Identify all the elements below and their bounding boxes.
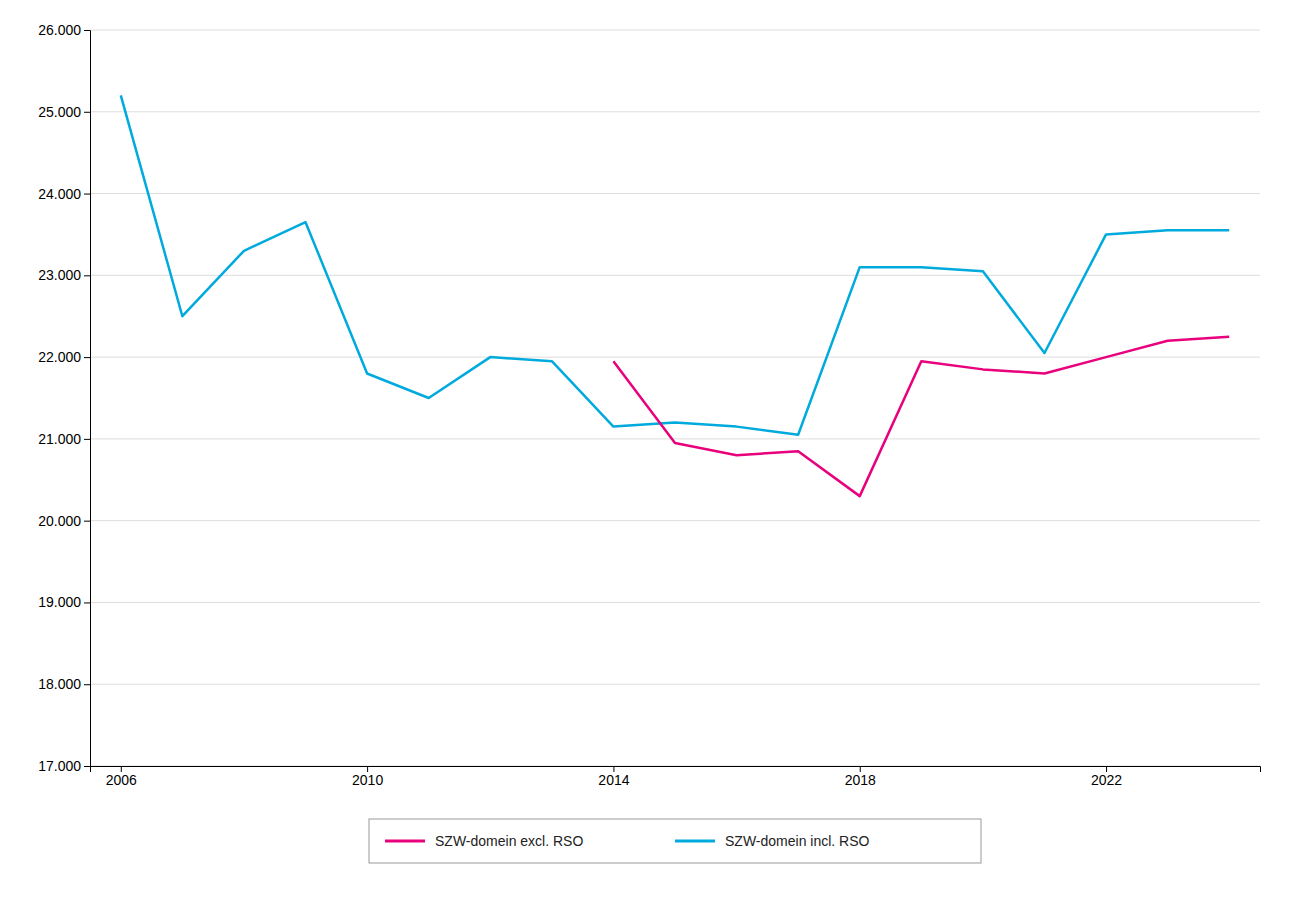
x-tick-label: 2010 — [352, 772, 383, 788]
legend-item: SZW-domein excl. RSO — [385, 833, 583, 849]
y-tick: 21.000 — [38, 431, 90, 447]
y-tick-mark — [84, 684, 90, 685]
y-tick: 22.000 — [38, 349, 90, 365]
y-tick-mark — [84, 30, 90, 31]
y-tick-mark — [84, 357, 90, 358]
legend-swatch — [385, 840, 425, 843]
y-tick: 17.000 — [38, 758, 90, 774]
series-line — [121, 95, 1229, 434]
legend: SZW-domein excl. RSO SZW-domein incl. RSO — [369, 819, 981, 863]
y-tick: 19.000 — [38, 594, 90, 610]
x-axis: 2006 2010 2014 2018 2022 — [91, 766, 1261, 788]
x-axis-line — [91, 767, 1261, 773]
y-tick-mark — [84, 766, 90, 767]
y-tick-label: 24.000 — [38, 186, 81, 202]
y-tick-label: 21.000 — [38, 431, 81, 447]
series-line — [613, 337, 1229, 496]
grid-line — [90, 193, 1260, 194]
legend-label: SZW-domein incl. RSO — [725, 833, 870, 849]
y-tick: 23.000 — [38, 267, 90, 283]
y-tick-label: 18.000 — [38, 676, 81, 692]
grid-line — [90, 520, 1260, 521]
y-tick-mark — [84, 275, 90, 276]
x-tick: 2014 — [598, 766, 629, 788]
y-axis-line — [84, 31, 91, 767]
y-axis: 17.000 18.000 19.000 20.000 21.000 22.000 23.0… — [38, 22, 90, 774]
x-tick-label: 2014 — [598, 772, 629, 788]
y-tick: 20.000 — [38, 513, 90, 529]
y-tick-mark — [84, 112, 90, 113]
y-tick-label: 17.000 — [38, 758, 81, 774]
y-tick-label: 19.000 — [38, 594, 81, 610]
y-tick-label: 26.000 — [38, 22, 81, 38]
y-tick-mark — [84, 521, 90, 522]
grid-line — [90, 111, 1260, 112]
y-tick-mark — [84, 439, 90, 440]
grid-line — [90, 30, 1260, 31]
plot: 2006 2010 2014 2018 2022 17.000 18.000 19.000 20… — [38, 22, 1260, 788]
grid-line — [90, 684, 1260, 685]
lines — [121, 95, 1229, 496]
grid-line — [90, 602, 1260, 603]
grid-line — [90, 357, 1260, 358]
y-tick: 26.000 — [38, 22, 90, 38]
grid — [90, 30, 1260, 766]
x-tick-label: 2018 — [845, 772, 876, 788]
grid-line — [90, 438, 1260, 439]
y-tick-label: 23.000 — [38, 267, 81, 283]
x-tick-label: 2006 — [106, 772, 137, 788]
y-tick-mark — [84, 602, 90, 603]
legend-label: SZW-domein excl. RSO — [435, 833, 583, 849]
x-tick: 2022 — [1091, 766, 1122, 788]
y-tick-label: 22.000 — [38, 349, 81, 365]
legend-box — [369, 819, 981, 863]
y-tick-label: 20.000 — [38, 513, 81, 529]
y-tick-mark — [84, 194, 90, 195]
x-tick: 2018 — [845, 766, 876, 788]
x-tick-label: 2022 — [1091, 772, 1122, 788]
legend-swatch — [675, 840, 715, 843]
y-tick: 24.000 — [38, 186, 90, 202]
y-tick: 18.000 — [38, 676, 90, 692]
y-tick: 25.000 — [38, 104, 90, 120]
y-tick-label: 25.000 — [38, 104, 81, 120]
legend-item: SZW-domein incl. RSO — [675, 833, 870, 849]
chart: 2006 2010 2014 2018 2022 17.000 18.000 19.000 20… — [0, 0, 1300, 916]
x-tick: 2010 — [352, 766, 383, 788]
x-tick: 2006 — [106, 766, 137, 788]
